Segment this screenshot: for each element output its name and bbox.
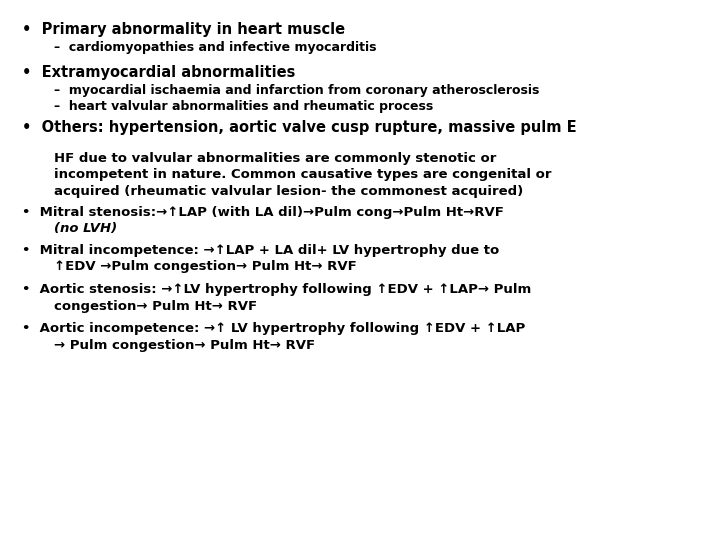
Text: •  Aortic incompetence: →↑ LV hypertrophy following ↑EDV + ↑LAP: • Aortic incompetence: →↑ LV hypertrophy… bbox=[22, 322, 525, 335]
Text: HF due to valvular abnormalities are commonly stenotic or: HF due to valvular abnormalities are com… bbox=[54, 152, 496, 165]
Text: → Pulm congestion→ Pulm Ht→ RVF: → Pulm congestion→ Pulm Ht→ RVF bbox=[54, 339, 315, 352]
Text: –  heart valvular abnormalities and rheumatic process: – heart valvular abnormalities and rheum… bbox=[54, 100, 433, 113]
Text: acquired (rheumatic valvular lesion- the commonest acquired): acquired (rheumatic valvular lesion- the… bbox=[54, 185, 523, 198]
Text: –  myocardial ischaemia and infarction from coronary atherosclerosis: – myocardial ischaemia and infarction fr… bbox=[54, 84, 539, 97]
Text: –  cardiomyopathies and infective myocarditis: – cardiomyopathies and infective myocard… bbox=[54, 40, 377, 53]
Text: •  Aortic stenosis: →↑LV hypertrophy following ↑EDV + ↑LAP→ Pulm: • Aortic stenosis: →↑LV hypertrophy foll… bbox=[22, 284, 531, 296]
Text: •  Primary abnormality in heart muscle: • Primary abnormality in heart muscle bbox=[22, 22, 345, 37]
Text: •  Mitral incompetence: →↑LAP + LA dil+ LV hypertrophy due to: • Mitral incompetence: →↑LAP + LA dil+ L… bbox=[22, 244, 499, 257]
Text: •  Mitral stenosis:→↑LAP (with LA dil)→Pulm cong→Pulm Ht→RVF: • Mitral stenosis:→↑LAP (with LA dil)→Pu… bbox=[22, 206, 503, 219]
Text: incompetent in nature. Common causative types are congenital or: incompetent in nature. Common causative … bbox=[54, 168, 552, 181]
Text: •  Extramyocardial abnormalities: • Extramyocardial abnormalities bbox=[22, 65, 295, 80]
Text: congestion→ Pulm Ht→ RVF: congestion→ Pulm Ht→ RVF bbox=[54, 300, 257, 313]
Text: (no LVH): (no LVH) bbox=[54, 222, 117, 235]
Text: •  Others: hypertension, aortic valve cusp rupture, massive pulm E: • Others: hypertension, aortic valve cus… bbox=[22, 120, 576, 135]
Text: ↑EDV →Pulm congestion→ Pulm Ht→ RVF: ↑EDV →Pulm congestion→ Pulm Ht→ RVF bbox=[54, 260, 356, 273]
